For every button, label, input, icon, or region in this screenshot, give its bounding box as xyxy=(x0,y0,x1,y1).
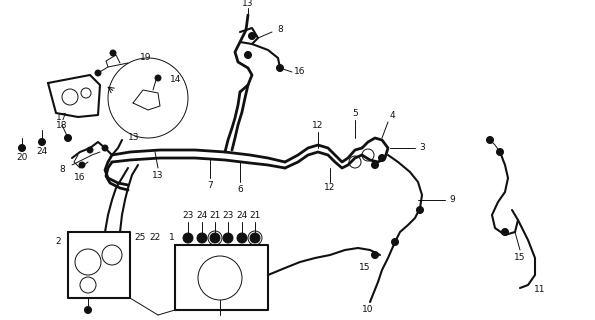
Circle shape xyxy=(87,147,93,153)
Text: 5: 5 xyxy=(352,109,358,118)
Text: 13: 13 xyxy=(152,171,164,180)
Text: 4: 4 xyxy=(389,111,395,121)
Text: 13: 13 xyxy=(128,133,139,142)
Text: 22: 22 xyxy=(149,234,161,243)
Circle shape xyxy=(237,233,247,243)
Circle shape xyxy=(79,162,85,168)
Circle shape xyxy=(496,148,503,156)
Circle shape xyxy=(245,52,252,59)
Text: 8: 8 xyxy=(59,165,65,174)
Text: 15: 15 xyxy=(359,263,371,273)
Text: 16: 16 xyxy=(295,68,306,76)
Text: 18: 18 xyxy=(57,122,68,131)
Text: 19: 19 xyxy=(140,52,152,61)
Text: 9: 9 xyxy=(449,196,455,204)
Circle shape xyxy=(249,33,255,39)
Text: 25: 25 xyxy=(134,234,146,243)
Circle shape xyxy=(371,162,378,169)
Circle shape xyxy=(102,145,108,151)
Circle shape xyxy=(210,233,220,243)
Circle shape xyxy=(110,50,116,56)
Circle shape xyxy=(502,228,509,236)
Text: 23: 23 xyxy=(182,211,194,220)
Circle shape xyxy=(223,233,233,243)
Text: 21: 21 xyxy=(249,211,261,220)
Text: 20: 20 xyxy=(16,154,28,163)
Text: 16: 16 xyxy=(74,173,86,182)
Text: 11: 11 xyxy=(534,285,546,294)
Text: 15: 15 xyxy=(514,253,526,262)
Circle shape xyxy=(250,233,260,243)
Circle shape xyxy=(18,145,26,151)
Text: 21: 21 xyxy=(209,211,221,220)
Text: 24: 24 xyxy=(36,148,48,156)
Circle shape xyxy=(371,252,378,259)
Circle shape xyxy=(277,65,283,71)
Text: 6: 6 xyxy=(237,186,243,195)
Text: 12: 12 xyxy=(324,183,336,193)
Text: 1: 1 xyxy=(169,234,175,243)
Circle shape xyxy=(392,238,399,245)
Text: 3: 3 xyxy=(419,143,425,153)
Circle shape xyxy=(378,155,386,162)
Text: 24: 24 xyxy=(236,211,248,220)
Text: 14: 14 xyxy=(170,76,181,84)
Text: 24: 24 xyxy=(196,211,208,220)
Text: 17: 17 xyxy=(57,114,68,123)
Text: 7: 7 xyxy=(207,180,213,189)
Text: 2: 2 xyxy=(55,237,61,246)
Circle shape xyxy=(487,137,493,143)
Text: 23: 23 xyxy=(223,211,234,220)
Circle shape xyxy=(39,139,45,146)
Text: 10: 10 xyxy=(362,306,374,315)
Circle shape xyxy=(416,206,424,213)
Text: 13: 13 xyxy=(242,0,253,9)
Circle shape xyxy=(155,75,161,81)
Circle shape xyxy=(183,233,193,243)
Text: 8: 8 xyxy=(277,26,283,35)
Circle shape xyxy=(84,307,92,314)
Circle shape xyxy=(64,134,71,141)
Circle shape xyxy=(95,70,101,76)
Text: 12: 12 xyxy=(312,122,324,131)
Circle shape xyxy=(197,233,207,243)
